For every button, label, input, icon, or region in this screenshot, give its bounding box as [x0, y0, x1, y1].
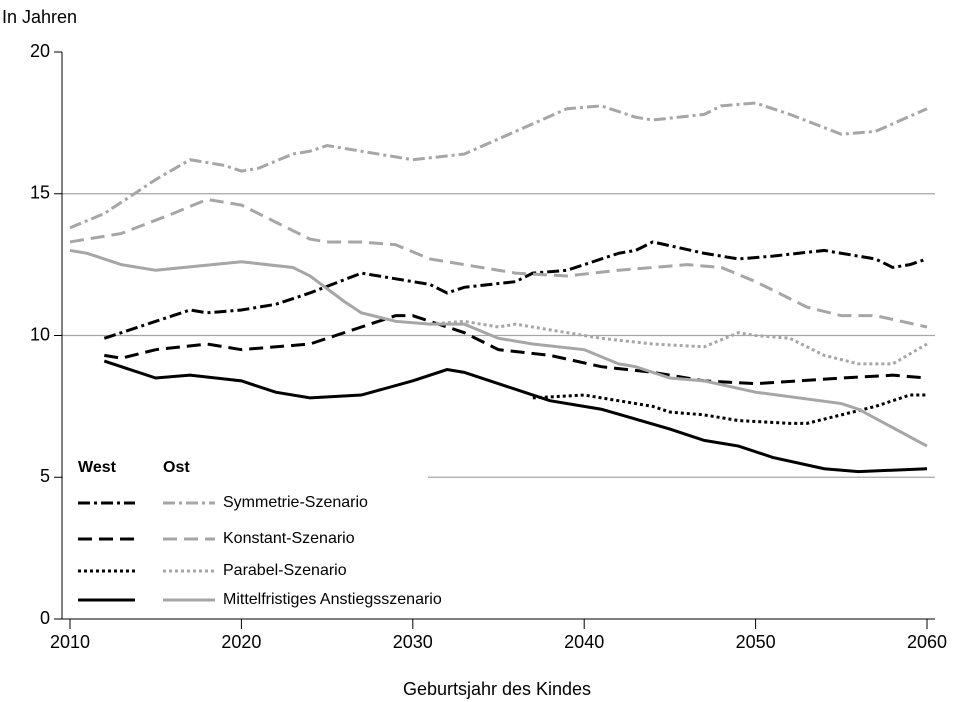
data-line	[532, 393, 927, 425]
x-tick-label: 2010	[50, 632, 90, 652]
legend-label: Konstant-Szenario	[223, 530, 355, 547]
data-line	[69, 248, 928, 448]
x-tick-label: 2050	[736, 632, 776, 652]
data-line	[104, 314, 928, 386]
x-tick-label: 2020	[221, 632, 261, 652]
x-axis-title: Geburtsjahr des Kindes	[403, 679, 591, 699]
y-tick-label: 0	[40, 608, 50, 628]
legend-header: West	[78, 459, 117, 476]
legend-label: Parabel-Szenario	[223, 562, 347, 579]
data-line	[429, 319, 928, 366]
y-tick-label: 10	[30, 324, 50, 344]
y-tick-label: 5	[40, 466, 50, 486]
legend-header: Ost	[163, 459, 190, 476]
x-tick-label: 2040	[564, 632, 604, 652]
x-tick-label: 2060	[907, 632, 947, 652]
legend-label: Symmetrie-Szenario	[223, 494, 368, 511]
data-line	[69, 197, 928, 329]
data-line	[103, 359, 928, 474]
legend-label: Mittelfristiges Anstiegsszenario	[223, 591, 442, 608]
y-tick-label: 15	[30, 183, 50, 203]
y-tick-label: 20	[30, 41, 50, 61]
data-line	[103, 240, 928, 340]
legend-box	[63, 452, 428, 618]
x-tick-label: 2030	[393, 632, 433, 652]
data-line	[69, 101, 928, 230]
y-axis-title: In Jahren	[2, 7, 77, 27]
